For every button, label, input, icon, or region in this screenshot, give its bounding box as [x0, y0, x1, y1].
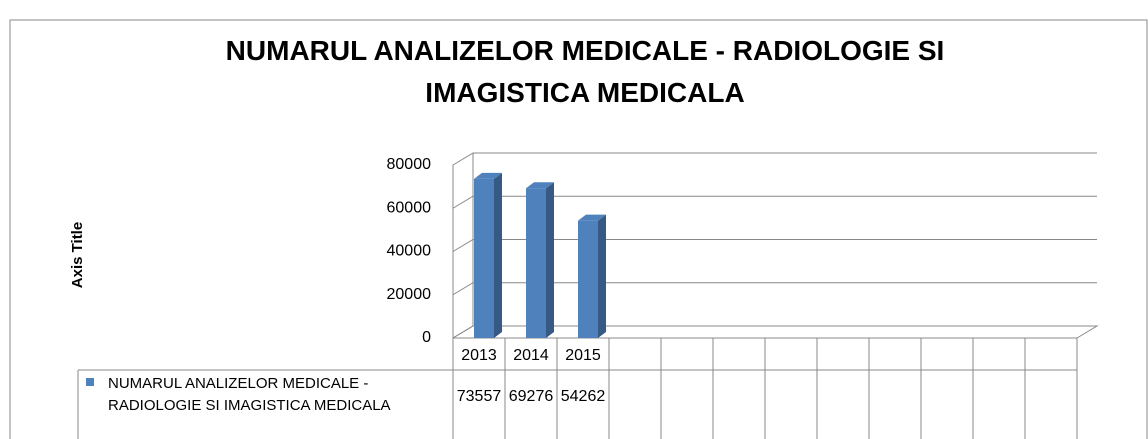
- bar-side: [546, 182, 554, 338]
- grid-line: [452, 282, 1097, 296]
- value-cell: 73557: [457, 388, 502, 405]
- x-tick-label: 2014: [513, 347, 549, 364]
- bar: [474, 178, 494, 338]
- bar: [578, 220, 598, 338]
- chart-title: NUMARUL ANALIZELOR MEDICALE - RADIOLOGIE…: [225, 35, 945, 108]
- legend-label: NUMARUL ANALIZELOR MEDICALE - RADIOLOGIE…: [108, 375, 391, 414]
- grid-line: [452, 239, 1097, 252]
- y-tick-label: 0: [422, 329, 431, 346]
- bar-top: [578, 214, 606, 221]
- grid-line: [452, 152, 1097, 166]
- bar: [526, 188, 546, 338]
- bar-top: [474, 172, 502, 179]
- y-tick-label: 40000: [387, 243, 432, 260]
- bar-side: [598, 214, 606, 338]
- y-tick-label: 60000: [387, 199, 432, 216]
- value-cell: 69276: [509, 388, 554, 405]
- y-tick-label: 80000: [387, 156, 432, 173]
- bar-top: [526, 182, 554, 189]
- grid-line: [452, 195, 1097, 209]
- value-cell: 54262: [561, 388, 606, 405]
- bar-side: [494, 172, 502, 338]
- grid-line: [452, 325, 1097, 339]
- y-axis-title: Axis Title: [69, 222, 86, 288]
- legend-swatch: [86, 378, 94, 386]
- x-tick-label: 2013: [461, 347, 497, 364]
- y-tick-label: 20000: [387, 286, 432, 303]
- title-box: NUMARUL ANALIZELOR MEDICALE - RADIOLOGIE…: [225, 35, 945, 108]
- x-tick-label: 2015: [565, 347, 601, 364]
- legend-box: NUMARUL ANALIZELOR MEDICALE - RADIOLOGIE…: [108, 375, 391, 414]
